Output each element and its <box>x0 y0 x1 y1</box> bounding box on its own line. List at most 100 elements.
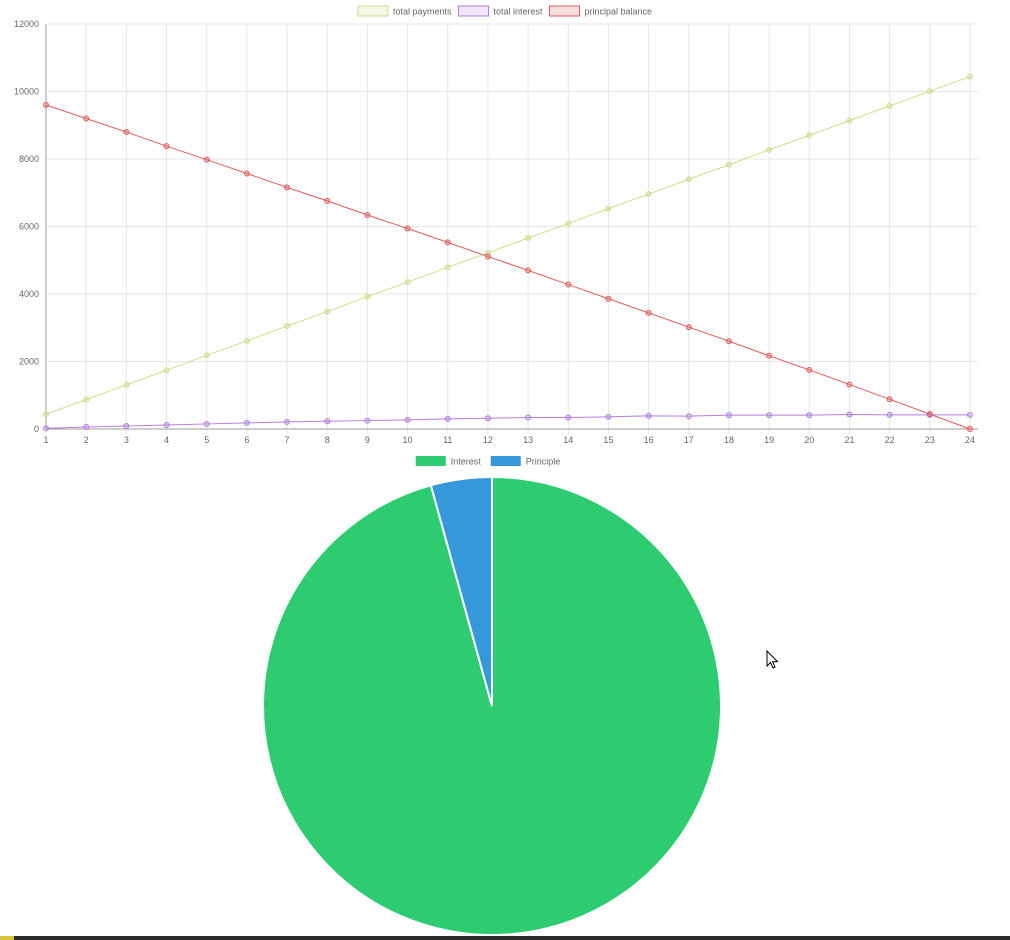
y-tick-label: 12000 <box>14 19 39 29</box>
series-point <box>324 197 331 204</box>
series-point <box>364 212 371 219</box>
series-point <box>645 412 652 419</box>
series-point <box>846 381 853 388</box>
series-point <box>565 220 572 227</box>
series-point <box>43 411 49 418</box>
legend-label: total interest <box>493 7 543 17</box>
x-tick-label: 7 <box>285 435 290 445</box>
series-point <box>967 73 973 80</box>
x-tick-label: 24 <box>965 435 975 445</box>
series-point <box>484 415 491 422</box>
x-tick-label: 10 <box>403 435 413 445</box>
series-point <box>725 338 732 345</box>
series-point <box>846 411 853 418</box>
series-point <box>926 88 933 95</box>
x-tick-label: 9 <box>365 435 370 445</box>
series-point <box>123 129 130 135</box>
legend-swatch <box>490 456 521 466</box>
series-point <box>324 308 331 315</box>
series-point <box>163 421 170 428</box>
x-tick-label: 11 <box>443 435 452 445</box>
x-tick-label: 3 <box>124 435 129 445</box>
series-point <box>605 413 612 420</box>
series-point <box>605 295 612 302</box>
y-tick-label: 10000 <box>14 87 39 97</box>
series-point <box>243 337 250 344</box>
series-point <box>766 352 773 359</box>
series-point <box>645 309 652 316</box>
x-tick-label: 17 <box>684 435 694 445</box>
legend-label: principal balance <box>585 7 653 17</box>
series-point <box>163 367 170 374</box>
series-point <box>243 170 250 177</box>
x-tick-label: 22 <box>885 435 895 445</box>
series-point <box>725 161 732 168</box>
series-point <box>525 414 532 421</box>
series-point <box>685 324 692 331</box>
series-point <box>123 381 130 388</box>
x-tick-label: 23 <box>925 435 935 445</box>
series-point <box>806 132 813 139</box>
series-point <box>404 279 411 286</box>
series-point <box>364 417 371 424</box>
series-point <box>444 264 451 271</box>
x-tick-label: 15 <box>603 435 613 445</box>
series-point <box>404 416 411 423</box>
legend-swatch <box>457 5 489 17</box>
series-point <box>284 184 291 191</box>
series-point <box>83 396 90 403</box>
y-tick-label: 2000 <box>19 357 39 367</box>
series-point <box>525 234 532 241</box>
pie-slice-interest <box>262 475 722 936</box>
pie-chart: Interest Principle <box>262 456 722 936</box>
taskbar-corner <box>0 936 14 940</box>
series-point <box>525 267 532 274</box>
legend-swatch <box>549 5 581 17</box>
series-point <box>43 102 49 108</box>
line-chart-grid <box>45 23 978 434</box>
series-point <box>404 225 411 232</box>
x-tick-label: 18 <box>724 435 734 445</box>
pie-chart-slices <box>262 475 722 936</box>
series-point <box>766 146 773 153</box>
series-point <box>203 352 210 359</box>
series-point <box>444 239 451 246</box>
series-point <box>324 418 331 425</box>
y-tick-label: 4000 <box>19 289 39 299</box>
series-point <box>926 411 933 418</box>
series-line-0 <box>45 76 971 415</box>
legend-label: total payments <box>393 7 452 17</box>
x-tick-label: 1 <box>43 435 48 445</box>
series-point <box>444 415 451 422</box>
series-point <box>886 396 893 403</box>
series-point <box>43 425 49 432</box>
x-tick-label: 21 <box>844 435 854 445</box>
series-point <box>967 426 973 432</box>
series-point <box>83 115 90 122</box>
series-point <box>886 411 893 418</box>
x-tick-label: 20 <box>804 435 814 445</box>
series-point <box>284 323 291 330</box>
series-point <box>565 414 572 421</box>
x-tick-label: 14 <box>563 435 573 445</box>
mouse-pointer-icon <box>766 649 780 675</box>
series-point <box>123 422 130 429</box>
series-point <box>565 281 572 288</box>
series-point <box>243 419 250 426</box>
series-point <box>83 423 90 430</box>
legend-swatch <box>415 456 446 466</box>
x-tick-label: 6 <box>244 435 249 445</box>
taskbar-strip <box>0 936 1010 940</box>
y-tick-label: 8000 <box>19 154 39 164</box>
y-tick-label: 6000 <box>19 222 39 232</box>
line-chart-series <box>43 73 973 432</box>
series-point <box>725 412 732 419</box>
series-point <box>806 366 813 373</box>
series-point <box>967 411 973 418</box>
pie-chart-legend: Interest Principle <box>415 456 561 467</box>
series-line-2 <box>45 104 971 430</box>
x-tick-label: 2 <box>84 435 89 445</box>
legend-label: Interest <box>451 457 482 467</box>
legend-label: Principle <box>526 457 561 467</box>
